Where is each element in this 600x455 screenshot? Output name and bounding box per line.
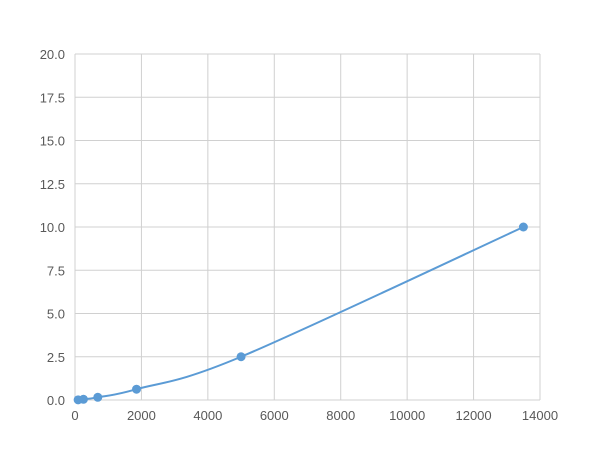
data-point [518,222,528,232]
y-tick-label: 2.5 [47,350,65,365]
y-tick-label: 0.0 [47,393,65,408]
y-tick-label: 7.5 [47,263,65,278]
y-tick-label: 5.0 [47,307,65,322]
y-tick-label: 10.0 [40,220,65,235]
x-tick-label: 10000 [389,408,425,423]
x-tick-label: 8000 [326,408,355,423]
y-tick-label: 20.0 [40,47,65,62]
data-point [93,392,103,402]
data-point [236,352,246,362]
y-tick-label: 17.5 [40,90,65,105]
x-tick-label: 4000 [193,408,222,423]
x-tick-label: 0 [71,408,78,423]
data-point [78,394,88,404]
y-tick-label: 12.5 [40,177,65,192]
y-tick-label: 15.0 [40,134,65,149]
x-tick-label: 12000 [455,408,491,423]
x-tick-label: 14000 [522,408,558,423]
data-point [132,384,142,394]
x-tick-label: 6000 [260,408,289,423]
x-tick-label: 2000 [127,408,156,423]
